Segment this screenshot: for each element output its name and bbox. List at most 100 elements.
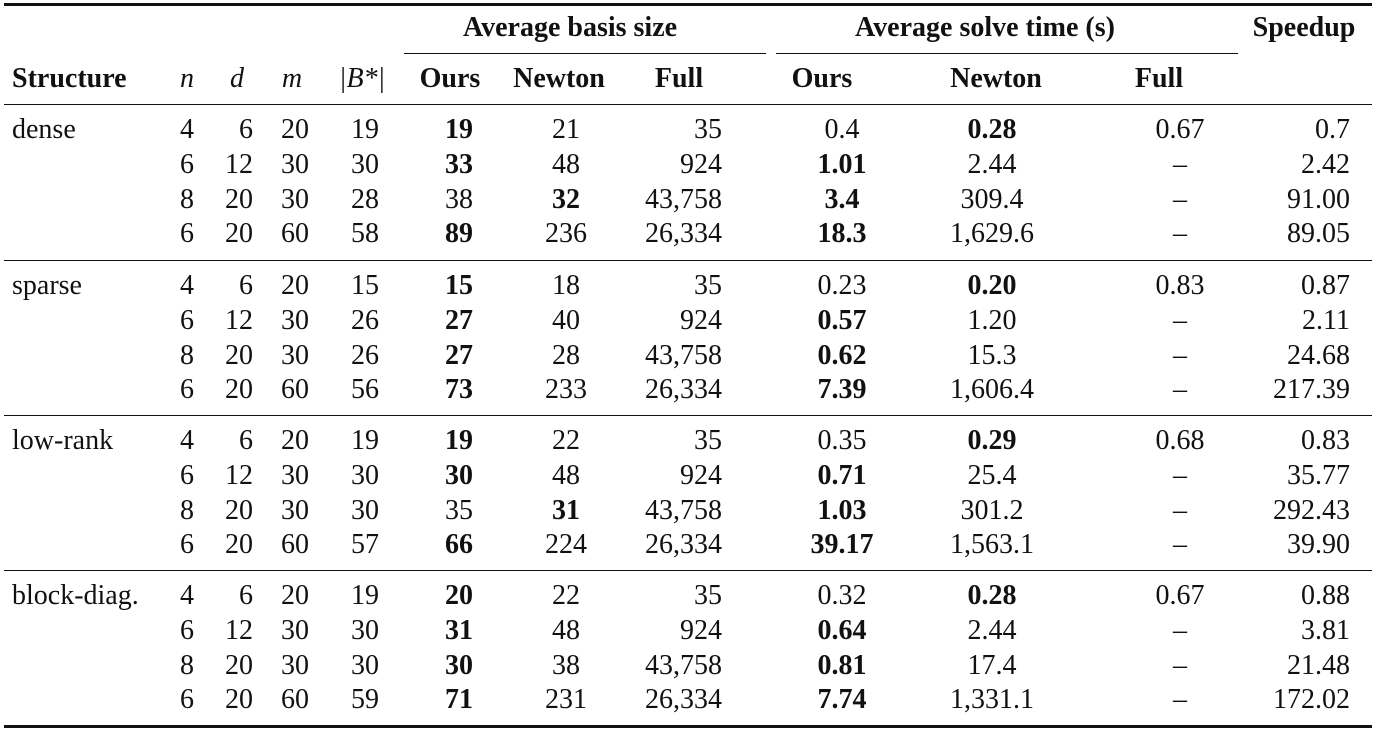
cell-basis-full: 43,758 bbox=[645, 339, 722, 371]
cell-time-ours: 0.23 bbox=[817, 270, 867, 301]
cell-speedup: 0.83 bbox=[1301, 425, 1350, 456]
cell-time-full: – bbox=[1173, 529, 1187, 561]
cell-time-ours: 3.4 bbox=[824, 183, 860, 215]
cell-time-newton: 2.44 bbox=[967, 614, 1017, 646]
cell-basis-ours: 20 bbox=[445, 580, 473, 611]
cell-speedup: 39.90 bbox=[1287, 529, 1350, 561]
structure-label: dense bbox=[12, 114, 76, 145]
cell-time-newton: 309.4 bbox=[960, 183, 1024, 215]
cell-basis-ours: 15 bbox=[445, 270, 473, 301]
cell-n: 6 bbox=[180, 148, 194, 180]
cell-d: 6 bbox=[239, 114, 253, 145]
cell-time-newton: 1,629.6 bbox=[950, 218, 1034, 250]
cell-basis-ours: 71 bbox=[445, 684, 473, 716]
cell-time-ours: 1.03 bbox=[817, 494, 867, 526]
cell-basis-full: 35 bbox=[694, 114, 722, 145]
cell-time-full: – bbox=[1173, 218, 1187, 250]
cell-basis-newton: 28 bbox=[552, 339, 580, 371]
cell-time-newton: 0.20 bbox=[967, 270, 1017, 301]
header-basis-full: Full bbox=[654, 63, 704, 94]
cell-m: 30 bbox=[281, 614, 309, 646]
cell-bstar: 19 bbox=[351, 425, 379, 456]
cell-basis-newton: 18 bbox=[552, 270, 580, 301]
cell-m: 60 bbox=[281, 218, 309, 250]
cell-basis-full: 26,334 bbox=[645, 374, 722, 406]
cell-time-newton: 1.20 bbox=[967, 304, 1017, 336]
cell-d: 6 bbox=[239, 425, 253, 456]
cell-basis-ours: 35 bbox=[445, 494, 473, 526]
header-bstar: |B*| bbox=[338, 63, 386, 94]
cell-basis-newton: 32 bbox=[552, 183, 580, 215]
cell-n: 8 bbox=[180, 494, 194, 526]
header-time-ours: Ours bbox=[791, 63, 853, 94]
cell-bstar: 30 bbox=[351, 148, 379, 180]
cell-time-newton: 1,331.1 bbox=[950, 684, 1034, 716]
cell-d: 20 bbox=[225, 339, 253, 371]
cell-d: 6 bbox=[239, 270, 253, 301]
cell-time-full: – bbox=[1173, 459, 1187, 491]
cell-m: 20 bbox=[281, 270, 309, 301]
header-basis-ours: Ours bbox=[419, 63, 481, 94]
cell-time-ours: 39.17 bbox=[810, 529, 874, 561]
cell-n: 8 bbox=[180, 183, 194, 215]
cell-m: 30 bbox=[281, 459, 309, 491]
cell-time-ours: 0.4 bbox=[824, 114, 860, 145]
cell-m: 30 bbox=[281, 183, 309, 215]
cell-basis-newton: 31 bbox=[552, 494, 580, 526]
cell-time-full: 0.67 bbox=[1155, 114, 1205, 145]
cell-basis-ours: 38 bbox=[445, 183, 473, 215]
cell-d: 12 bbox=[225, 148, 253, 180]
cell-basis-newton: 236 bbox=[545, 218, 587, 250]
cell-basis-full: 924 bbox=[680, 459, 722, 491]
cell-m: 30 bbox=[281, 339, 309, 371]
cell-speedup: 91.00 bbox=[1287, 183, 1350, 215]
cell-bstar: 19 bbox=[351, 580, 379, 611]
cell-basis-ours: 31 bbox=[445, 614, 473, 646]
cell-bstar: 26 bbox=[351, 339, 379, 371]
cell-speedup: 172.02 bbox=[1273, 684, 1350, 716]
cell-d: 20 bbox=[225, 183, 253, 215]
cell-time-full: 0.68 bbox=[1155, 425, 1205, 456]
cell-bstar: 15 bbox=[351, 270, 379, 301]
cell-m: 30 bbox=[281, 148, 309, 180]
cell-speedup: 292.43 bbox=[1273, 494, 1350, 526]
cell-bstar: 30 bbox=[351, 649, 379, 681]
cell-basis-full: 26,334 bbox=[645, 218, 722, 250]
cell-d: 12 bbox=[225, 614, 253, 646]
cell-basis-newton: 22 bbox=[552, 425, 580, 456]
cell-m: 20 bbox=[281, 114, 309, 145]
cell-time-full: – bbox=[1173, 339, 1187, 371]
cell-speedup: 21.48 bbox=[1287, 649, 1350, 681]
cell-bstar: 59 bbox=[351, 684, 379, 716]
cell-basis-full: 924 bbox=[680, 148, 722, 180]
cell-n: 4 bbox=[180, 425, 194, 456]
cell-d: 12 bbox=[225, 304, 253, 336]
cell-time-ours: 0.71 bbox=[817, 459, 867, 491]
cell-time-newton: 17.4 bbox=[967, 649, 1017, 681]
cell-time-full: – bbox=[1173, 684, 1187, 716]
structure-label: sparse bbox=[12, 270, 82, 301]
cell-time-ours: 0.81 bbox=[817, 649, 867, 681]
cell-d: 20 bbox=[225, 494, 253, 526]
header-n: n bbox=[180, 63, 194, 94]
top-rule bbox=[4, 3, 1372, 6]
cell-time-ours: 18.3 bbox=[817, 218, 867, 250]
cell-time-newton: 25.4 bbox=[967, 459, 1017, 491]
cell-basis-newton: 48 bbox=[552, 148, 580, 180]
cell-speedup: 2.11 bbox=[1302, 304, 1350, 336]
cell-n: 6 bbox=[180, 218, 194, 250]
cell-basis-newton: 48 bbox=[552, 614, 580, 646]
group-rule-2 bbox=[4, 415, 1372, 417]
bottom-rule bbox=[4, 725, 1372, 728]
cell-bstar: 30 bbox=[351, 459, 379, 491]
cell-m: 60 bbox=[281, 529, 309, 561]
cell-time-newton: 301.2 bbox=[960, 494, 1024, 526]
cell-basis-newton: 231 bbox=[545, 684, 587, 716]
cell-basis-newton: 40 bbox=[552, 304, 580, 336]
cell-n: 4 bbox=[180, 580, 194, 611]
header-m: m bbox=[281, 63, 303, 94]
cell-basis-newton: 224 bbox=[545, 529, 587, 561]
cell-basis-full: 924 bbox=[680, 304, 722, 336]
cell-time-full: – bbox=[1173, 148, 1187, 180]
cell-basis-full: 26,334 bbox=[645, 529, 722, 561]
